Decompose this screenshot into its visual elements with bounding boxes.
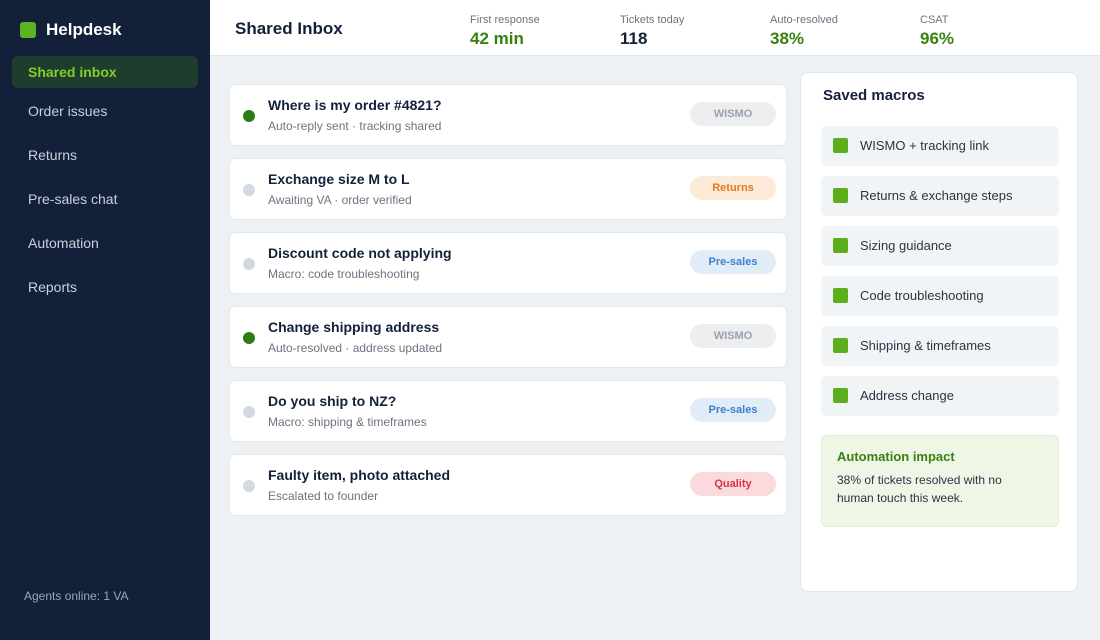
ticket-card[interactable]: Change shipping address Auto-resolved · a… [229,306,787,368]
status-dot [243,258,255,270]
ticket-subtitle: Auto-reply sent · tracking shared [268,119,442,133]
nav-item[interactable]: Returns [28,147,78,163]
ticket-tag: WISMO [690,102,776,126]
stat-value: 42 min [470,29,524,48]
stat-label: CSAT [920,14,949,26]
nav-item[interactable]: Automation [28,235,99,251]
nav-item[interactable]: Pre-sales chat [28,191,118,207]
stat-label: First response [470,14,540,26]
macro-item[interactable]: Code troubleshooting [821,276,1059,316]
macro-label: WISMO + tracking link [860,138,989,153]
macros-panel: Saved macros WISMO + tracking link Return… [800,72,1078,592]
ticket-subtitle: Macro: shipping & timeframes [268,415,427,429]
ticket-tag: Quality [690,472,776,496]
agents-online: Agents online: 1 VA [24,589,129,603]
ticket-tag: WISMO [690,324,776,348]
macro-label: Address change [860,388,954,403]
stat-label: Tickets today [620,14,685,26]
ticket-subtitle: Macro: code troubleshooting [268,267,420,281]
macro-item[interactable]: Address change [821,376,1059,416]
macro-label: Code troubleshooting [860,288,984,303]
ticket-card[interactable]: Do you ship to NZ? Macro: shipping & time… [229,380,787,442]
ticket-card[interactable]: Discount code not applying Macro: code tr… [229,232,787,294]
nav-item[interactable]: Order issues [28,103,108,119]
panel-title: Saved macros [823,87,925,104]
nav-item[interactable]: Shared inbox [12,56,198,88]
ticket-tag: Returns [690,176,776,200]
macro-label: Sizing guidance [860,238,952,253]
impact-text: 38% of tickets resolved with no human to… [837,473,1002,505]
ticket-card[interactable]: Where is my order #4821? Auto-reply sent … [229,84,787,146]
ticket-title: Exchange size M to L [268,171,410,187]
status-dot [243,110,255,122]
page-title: Shared Inbox [235,19,343,38]
status-dot [243,332,255,344]
header: Shared Inbox First response 42 min Ticke… [210,0,1100,56]
macro-item[interactable]: Sizing guidance [821,226,1059,266]
impact-title: Automation impact [837,449,955,464]
macro-icon [833,138,848,153]
macro-icon [833,288,848,303]
macro-item[interactable]: WISMO + tracking link [821,126,1059,166]
macro-item[interactable]: Shipping & timeframes [821,326,1059,366]
ticket-title: Where is my order #4821? [268,97,442,113]
stat-value: 96% [920,29,955,48]
ticket-tag: Pre-sales [690,398,776,422]
ticket-title: Do you ship to NZ? [268,393,397,409]
impact-box: Automation impact 38% of tickets resolve… [821,435,1059,527]
sidebar: Helpdesk Shared inbox Order issues Retur… [0,0,210,640]
status-dot [243,406,255,418]
macro-icon [833,238,848,253]
macro-icon [833,338,848,353]
ticket-title: Faulty item, photo attached [268,467,451,483]
ticket-card[interactable]: Exchange size M to L Awaiting VA · order … [229,158,787,220]
stat-value: 38% [770,29,805,48]
ticket-tag: Pre-sales [690,250,776,274]
ticket-subtitle: Escalated to founder [268,489,379,503]
logo [20,22,36,38]
macro-item[interactable]: Returns & exchange steps [821,176,1059,216]
stat-label: Auto-resolved [770,14,838,26]
macro-label: Shipping & timeframes [860,338,991,353]
stat-value: 118 [620,29,648,48]
macro-label: Returns & exchange steps [860,188,1013,203]
ticket-title: Change shipping address [268,319,440,335]
ticket-subtitle: Auto-resolved · address updated [268,341,443,355]
nav-item[interactable]: Reports [28,279,78,295]
macro-icon [833,388,848,403]
ticket-card[interactable]: Faulty item, photo attached Escalated to … [229,454,787,516]
ticket-subtitle: Awaiting VA · order verified [268,193,412,207]
status-dot [243,184,255,196]
ticket-title: Discount code not applying [268,245,452,261]
status-dot [243,480,255,492]
brand: Helpdesk [46,20,122,39]
macro-icon [833,188,848,203]
